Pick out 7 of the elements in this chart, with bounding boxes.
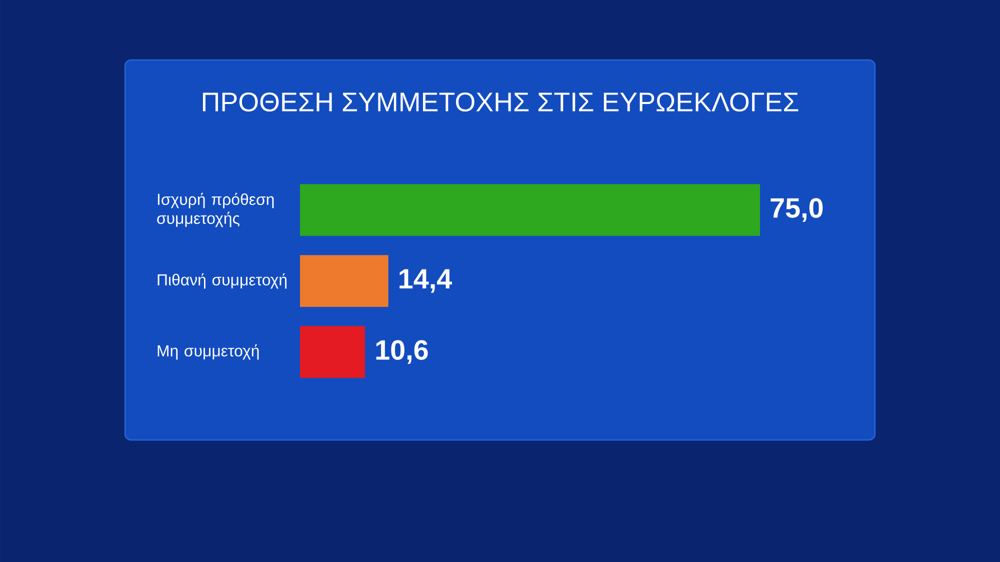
chart-title: ΠΡΟΘΕΣΗ ΣΥΜΜΕΤΟΧΗΣ ΣΤΙΣ ΕΥΡΩΕΚΛΟΓΕΣ bbox=[202, 92, 798, 112]
y-tick-label: Μη συμμετοχή bbox=[158, 344, 259, 360]
y-tick-label: Πιθανή συμμετοχή bbox=[158, 273, 286, 289]
y-tick-label: Ισχυρή πρόθεση συμμετοχής bbox=[157, 192, 274, 228]
data-label: 14,4 bbox=[400, 269, 452, 293]
data-label: 10,6 bbox=[376, 340, 428, 364]
data-label: 75,0 bbox=[770, 198, 823, 222]
